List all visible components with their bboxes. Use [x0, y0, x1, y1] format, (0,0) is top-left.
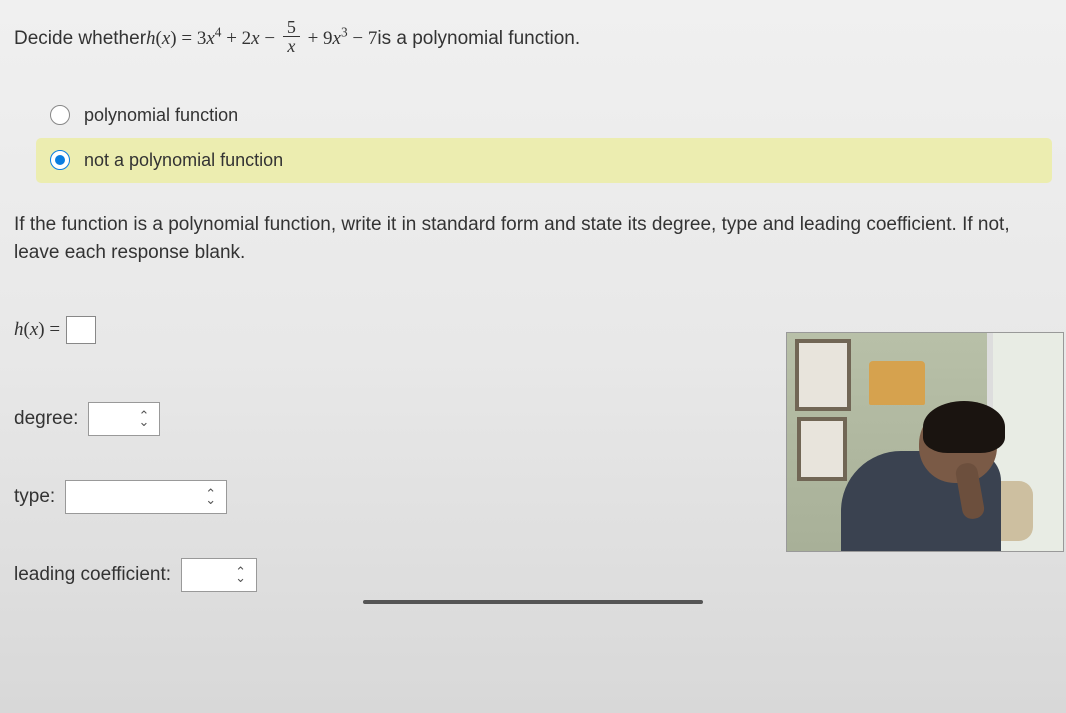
t2-coef: 2 [242, 28, 252, 49]
type-label: type: [14, 486, 55, 508]
stepper-icon: ⌃ ⌄ [139, 413, 150, 425]
degree-label: degree: [14, 408, 78, 430]
frac-den: x [283, 37, 299, 57]
option-label: not a polynomial function [84, 150, 283, 171]
plus1: + [221, 28, 241, 49]
fn-h: h [146, 28, 156, 49]
radio-unselected-icon [50, 105, 70, 125]
option-polynomial[interactable]: polynomial function [40, 93, 1052, 138]
t2-var: x [251, 28, 259, 49]
frac-num: 5 [283, 18, 300, 37]
hx-input[interactable] [66, 316, 96, 344]
t4-var: x [333, 28, 341, 49]
plus2: + [303, 28, 323, 49]
type-dropdown[interactable]: ⌃ ⌄ [65, 480, 227, 514]
t1-coef: 3 [197, 28, 207, 49]
hx-label: h(x) = [14, 319, 60, 341]
degree-dropdown[interactable]: ⌃ ⌄ [88, 402, 160, 436]
radio-selected-icon [50, 150, 70, 170]
question-page: Decide whether h(x) = 3x4 + 2x − 5x + 9x… [0, 0, 1066, 612]
prompt-lead: Decide whether [14, 28, 146, 50]
caret-down-icon: ⌄ [205, 497, 216, 503]
question-prompt: Decide whether h(x) = 3x4 + 2x − 5x + 9x… [14, 20, 1052, 59]
stepper-icon: ⌃ ⌄ [205, 491, 216, 503]
hx-eq: = [45, 319, 60, 340]
lc-dropdown[interactable]: ⌃ ⌄ [181, 558, 257, 592]
hx-h: h [14, 319, 24, 340]
bottom-handle [363, 600, 703, 604]
instruction-text: If the function is a polynomial function… [14, 211, 1014, 268]
minus2: − [348, 28, 368, 49]
minus1: − [260, 28, 280, 49]
radio-group: polynomial function not a polynomial fun… [14, 93, 1052, 183]
t1-var: x [206, 28, 214, 49]
option-not-polynomial[interactable]: not a polynomial function [36, 138, 1052, 183]
lc-label: leading coefficient: [14, 564, 171, 586]
t4-coef: 9 [323, 28, 333, 49]
t4-exp: 3 [341, 24, 348, 39]
t5: 7 [368, 28, 378, 49]
equals: = [177, 28, 197, 49]
hx-x: x [30, 319, 38, 340]
leading-coef-row: leading coefficient: ⌃ ⌄ [14, 558, 1052, 592]
prompt-tail: is a polynomial function. [377, 28, 580, 50]
video-scene-illustration [787, 333, 1063, 551]
option-label: polynomial function [84, 105, 238, 126]
caret-down-icon: ⌄ [235, 575, 246, 581]
function-expression: h(x) = 3x4 + 2x − 5x + 9x3 − 7 [146, 20, 377, 59]
fraction: 5x [283, 18, 300, 57]
video-thumbnail[interactable] [786, 332, 1064, 552]
caret-down-icon: ⌄ [139, 419, 150, 425]
stepper-icon: ⌃ ⌄ [235, 569, 246, 581]
